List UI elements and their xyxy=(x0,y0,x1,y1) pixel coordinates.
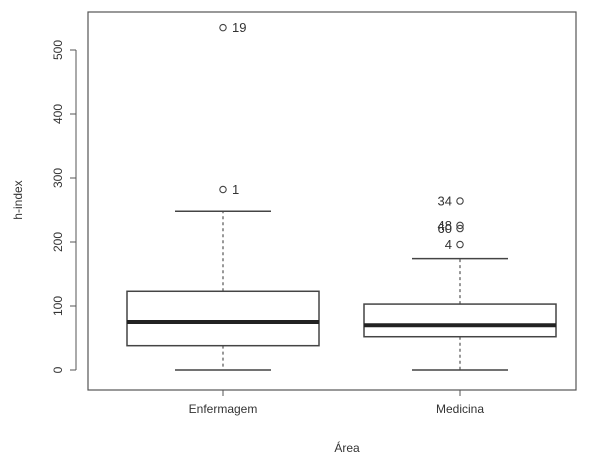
y-tick-label: 300 xyxy=(51,168,65,188)
outlier-label: 19 xyxy=(232,20,246,35)
outlier-point xyxy=(456,240,464,249)
x-tick-label: Enfermagem xyxy=(189,402,258,416)
y-tick-label: 200 xyxy=(51,232,65,252)
y-tick-label: 0 xyxy=(51,366,65,373)
x-tick-label: Medicina xyxy=(436,402,484,416)
outlier-point xyxy=(456,221,464,230)
y-axis-title: h-index xyxy=(11,180,25,219)
outlier-label: 4 xyxy=(445,237,452,252)
box-medicina xyxy=(363,303,557,338)
outlier-label: 60 xyxy=(438,221,452,236)
outlier-point xyxy=(456,197,464,205)
outlier-label: 48 xyxy=(438,218,452,233)
y-tick-label: 100 xyxy=(51,296,65,316)
y-tick-label: 500 xyxy=(51,40,65,60)
x-axis-title: Área xyxy=(334,440,360,455)
box-enfermagem xyxy=(126,290,320,347)
outlier-point xyxy=(219,23,227,32)
outlier-point xyxy=(219,185,227,194)
outlier-label: 34 xyxy=(438,194,452,209)
y-tick-label: 400 xyxy=(51,104,65,124)
outlier-label: 1 xyxy=(232,182,239,197)
outlier-point xyxy=(456,224,464,233)
plot-frame xyxy=(87,11,577,391)
